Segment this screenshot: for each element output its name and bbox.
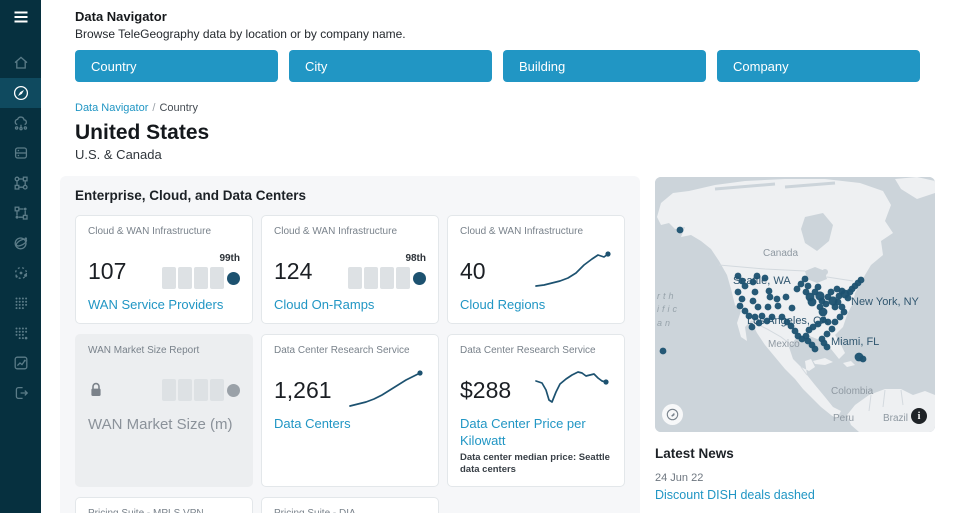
compass-icon[interactable] <box>0 78 41 108</box>
percentile-label: 99th <box>219 253 240 264</box>
card-category: Cloud & WAN Infrastructure <box>274 226 398 237</box>
dot-grid-icon[interactable] <box>0 288 41 318</box>
svg-text:New York, NY: New York, NY <box>851 296 920 308</box>
globe-network-icon[interactable] <box>0 228 41 258</box>
card-category: Data Center Research Service <box>460 345 596 357</box>
city-button[interactable]: City <box>289 50 492 82</box>
news-date: 24 Jun 22 <box>655 472 704 484</box>
menu-icon[interactable] <box>0 0 41 34</box>
news-title: Latest News <box>655 446 734 461</box>
metric-value: 40 <box>460 257 486 284</box>
svg-text:Mexico: Mexico <box>768 339 800 350</box>
card-category: Cloud & WAN Infrastructure <box>460 226 584 237</box>
percentile-indicator: 98th <box>348 253 426 289</box>
orbit-icon[interactable] <box>0 258 41 288</box>
dot-grid-alt-icon[interactable] <box>0 318 41 348</box>
app-title: Data Navigator <box>75 9 167 24</box>
topology-icon[interactable] <box>0 168 41 198</box>
map-panel[interactable]: rth ific an Canada Mexico Colombia Peru Brazil S… <box>655 177 935 432</box>
svg-text:Colombia: Colombia <box>831 386 874 397</box>
svg-text:Brazil: Brazil <box>883 413 908 424</box>
card-wan-service-providers: Cloud & WAN Infrastructure 107 99th WAN … <box>75 215 253 325</box>
building-button[interactable]: Building <box>503 50 706 82</box>
metric-link[interactable]: Cloud On-Ramps <box>274 297 375 312</box>
breadcrumb-separator: / <box>152 102 156 114</box>
card-data-centers: Data Center Research Service 1,261 Data … <box>261 334 439 487</box>
section-title: Enterprise, Cloud, and Data Centers <box>75 188 307 203</box>
latest-news: Latest News 24 Jun 22 Discount DISH deal… <box>655 446 935 513</box>
metric-value: 1,261 <box>274 376 332 403</box>
company-button[interactable]: Company <box>717 50 920 82</box>
sparkline-chart <box>535 251 611 287</box>
card-category: WAN Market Size Report <box>88 345 200 357</box>
percentile-dot <box>227 271 240 285</box>
metric-value: 107 <box>88 257 127 284</box>
app-subtitle: Browse TeleGeography data by location or… <box>75 27 406 41</box>
card-category: Cloud & WAN Infrastructure <box>88 226 212 237</box>
sparkline-chart <box>349 370 423 408</box>
card-mpls-vpn-price: Pricing Suite - MPLS VPN $742 MPLS VPN P… <box>75 496 253 513</box>
metric-link[interactable]: Cloud Regions <box>460 297 546 312</box>
topology-alt-icon[interactable] <box>0 198 41 228</box>
metric-link[interactable]: Data Centers <box>274 416 351 432</box>
percentile-dot <box>413 271 426 285</box>
locked-indicator <box>162 379 240 402</box>
metric-note: Data center median price: Seattle data c… <box>460 451 610 475</box>
card-cloud-on-ramps: Cloud & WAN Infrastructure 124 98th Clou… <box>261 215 439 325</box>
card-dc-price-per-kilowatt: Data Center Research Service $288 Data C… <box>447 334 625 487</box>
metric-link[interactable]: Data Center Price per Kilowatt <box>460 416 586 448</box>
page-subtitle: U.S. & Canada <box>75 147 162 162</box>
breadcrumb-current: Country <box>159 102 198 114</box>
locked-metric-label: WAN Market Size (m) <box>88 416 233 434</box>
page-title: United States <box>75 121 210 144</box>
country-button[interactable]: Country <box>75 50 278 82</box>
card-dia-price: Pricing Suite - DIA $402 DIA Price <box>261 496 439 513</box>
card-category: Data Center Research Service <box>274 345 410 357</box>
svg-text:Miami, FL: Miami, FL <box>831 336 879 348</box>
svg-text:rth: rth <box>657 291 677 301</box>
metrics-panel: Enterprise, Cloud, and Data Centers Clou… <box>60 176 640 513</box>
page-header: Data Navigator Browse TeleGeography data… <box>41 0 955 94</box>
news-headline-link[interactable]: Discount DISH deals dashed <box>655 488 815 502</box>
svg-text:Canada: Canada <box>763 248 798 259</box>
breadcrumb: Data Navigator / Country <box>75 102 640 114</box>
card-category: Pricing Suite - MPLS VPN <box>88 507 204 513</box>
card-category: Pricing Suite - DIA <box>274 507 356 513</box>
percentile-label: 98th <box>405 253 426 264</box>
cloud-network-icon[interactable] <box>0 108 41 138</box>
card-wan-market-size-locked: WAN Market Size Report WAN Mark <box>75 334 253 487</box>
percentile-indicator: 99th <box>162 253 240 289</box>
metrics-grid: Cloud & WAN Infrastructure 107 99th WAN … <box>75 215 625 513</box>
chart-icon[interactable] <box>0 348 41 378</box>
home-icon[interactable] <box>0 48 41 78</box>
metric-value: $288 <box>460 376 512 403</box>
sidebar-nav <box>0 0 41 513</box>
sign-out-icon[interactable] <box>0 378 41 408</box>
svg-text:Peru: Peru <box>833 413 854 424</box>
map-dots <box>659 226 867 363</box>
mapbox-logo-button[interactable] <box>662 404 683 425</box>
metric-value: 124 <box>274 257 313 284</box>
metric-link[interactable]: WAN Service Providers <box>88 297 224 312</box>
lock-icon <box>91 383 101 397</box>
mapbox-logo-icon <box>666 408 679 421</box>
breadcrumb-link[interactable]: Data Navigator <box>75 102 149 114</box>
server-icon[interactable] <box>0 138 41 168</box>
percentile-dot <box>227 383 240 397</box>
svg-text:an: an <box>657 318 673 328</box>
svg-text:ific: ific <box>657 304 680 314</box>
browse-buttons: Country City Building Company <box>75 50 920 82</box>
sparkline-chart <box>535 371 609 404</box>
card-cloud-regions: Cloud & WAN Infrastructure 40 Cloud Regi… <box>447 215 625 325</box>
map-info-button[interactable]: i <box>911 408 927 424</box>
